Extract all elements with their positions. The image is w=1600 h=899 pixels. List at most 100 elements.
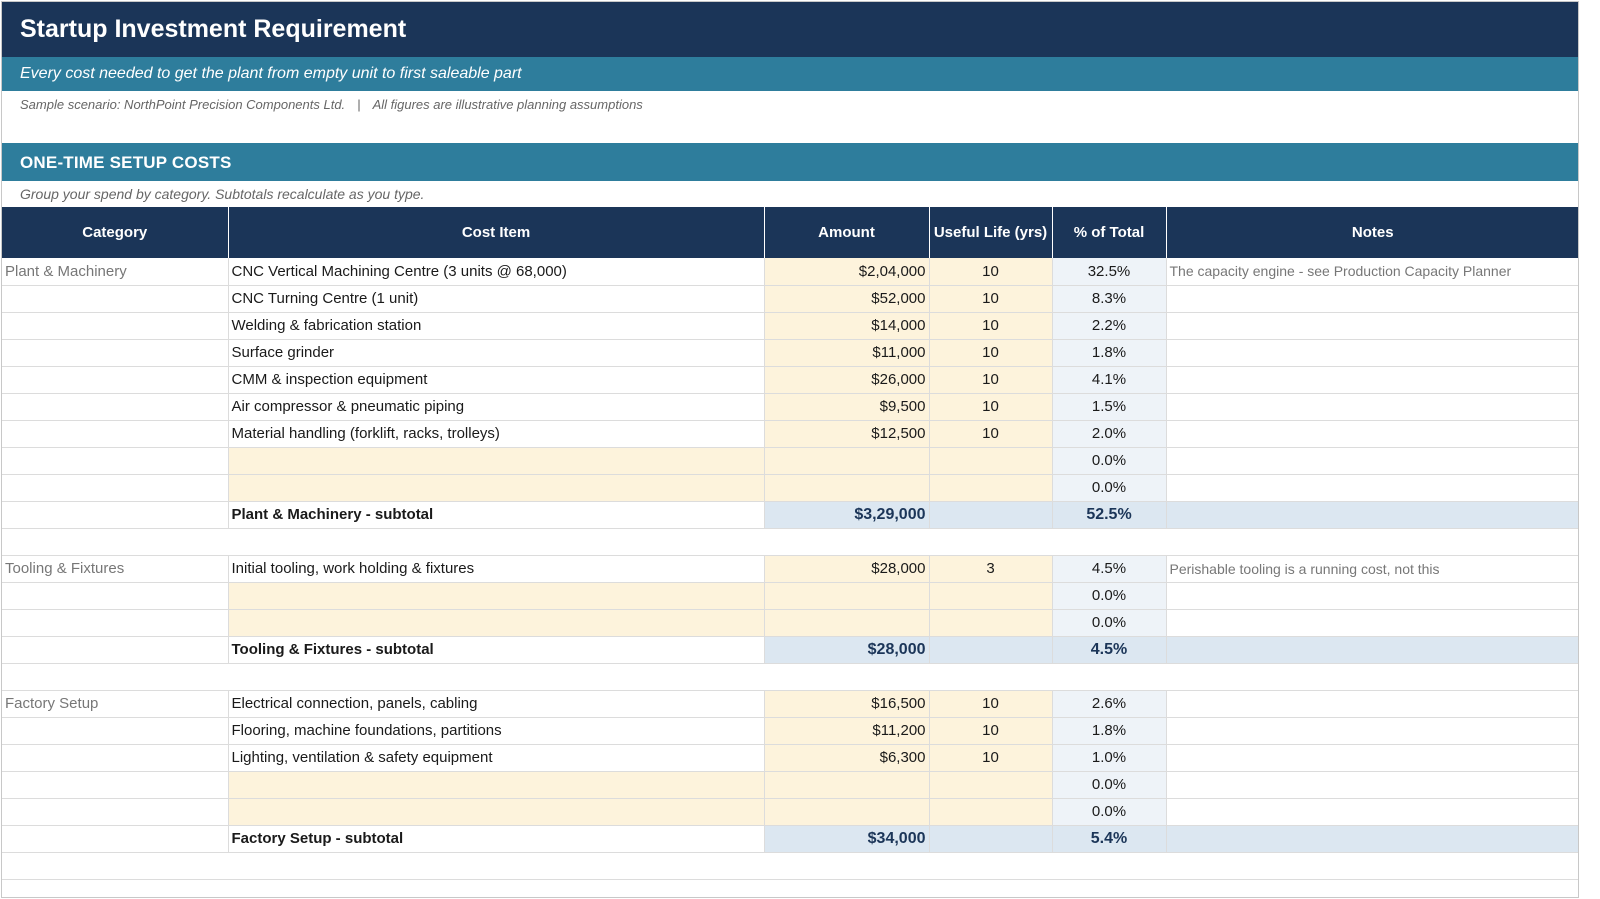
amount-cell[interactable]: $6,300: [764, 744, 930, 772]
notes-cell[interactable]: The capacity engine - see Production Cap…: [1166, 258, 1578, 286]
amount-cell[interactable]: $11,000: [764, 339, 930, 367]
notes-cell[interactable]: [1166, 447, 1578, 475]
category-cell: [2, 636, 229, 664]
useful-life-cell[interactable]: [929, 771, 1053, 799]
useful-life-cell[interactable]: 10: [929, 717, 1053, 745]
empty-cell: [228, 663, 764, 691]
pct-total-cell: 1.8%: [1052, 717, 1167, 745]
notes-cell[interactable]: [1166, 285, 1578, 313]
header-cost-item[interactable]: Cost Item: [228, 207, 765, 258]
cost-item-cell[interactable]: CMM & inspection equipment: [228, 366, 765, 394]
category-cell: [2, 501, 229, 529]
useful-life-cell[interactable]: 3: [929, 555, 1053, 583]
cost-item-cell[interactable]: [228, 771, 765, 799]
useful-life-cell[interactable]: [929, 798, 1053, 826]
cost-item-cell[interactable]: CNC Vertical Machining Centre (3 units @…: [228, 258, 765, 286]
table-row: CMM & inspection equipment $26,000 10 4.1%: [2, 366, 1578, 394]
pct-total-cell: 0.0%: [1052, 609, 1167, 637]
cost-item-cell[interactable]: Surface grinder: [228, 339, 765, 367]
useful-life-cell[interactable]: 10: [929, 744, 1053, 772]
pct-total-cell: 8.3%: [1052, 285, 1167, 313]
empty-cell: [1166, 852, 1578, 880]
table-row: 0.0%: [2, 474, 1578, 502]
amount-cell[interactable]: $28,000: [764, 555, 930, 583]
cost-item-cell[interactable]: Lighting, ventilation & safety equipment: [228, 744, 765, 772]
amount-cell[interactable]: $9,500: [764, 393, 930, 421]
useful-life-cell[interactable]: 10: [929, 690, 1053, 718]
useful-life-cell[interactable]: 10: [929, 285, 1053, 313]
useful-life-cell[interactable]: [929, 474, 1053, 502]
subtotal-amount: $3,29,000: [764, 501, 930, 529]
page-subtitle: Every cost needed to get the plant from …: [20, 65, 522, 82]
header-notes[interactable]: Notes: [1166, 207, 1578, 258]
pct-total-cell: 0.0%: [1052, 798, 1167, 826]
amount-cell[interactable]: [764, 798, 930, 826]
notes-cell[interactable]: [1166, 582, 1578, 610]
empty-cell: [1052, 852, 1166, 880]
empty-cell: [929, 528, 1052, 556]
header-amount[interactable]: Amount: [764, 207, 930, 258]
pct-total-cell: 4.5%: [1052, 555, 1167, 583]
useful-life-cell[interactable]: [929, 609, 1053, 637]
amount-cell[interactable]: $52,000: [764, 285, 930, 313]
notes-cell[interactable]: [1166, 393, 1578, 421]
useful-life-cell[interactable]: 10: [929, 258, 1053, 286]
cost-item-cell[interactable]: [228, 474, 765, 502]
notes-cell[interactable]: [1166, 717, 1578, 745]
amount-cell[interactable]: [764, 447, 930, 475]
disclaimer-text: All figures are illustrative planning as…: [372, 97, 643, 112]
cost-item-cell[interactable]: Flooring, machine foundations, partition…: [228, 717, 765, 745]
notes-cell[interactable]: [1166, 312, 1578, 340]
useful-life-cell[interactable]: [929, 582, 1053, 610]
notes-cell[interactable]: [1166, 474, 1578, 502]
cost-item-cell[interactable]: Material handling (forklift, racks, trol…: [228, 420, 765, 448]
amount-cell[interactable]: $14,000: [764, 312, 930, 340]
cost-item-cell[interactable]: [228, 447, 765, 475]
notes-cell[interactable]: [1166, 771, 1578, 799]
pct-total-cell: 0.0%: [1052, 582, 1167, 610]
category-cell: [2, 474, 229, 502]
cost-item-cell[interactable]: Air compressor & pneumatic piping: [228, 393, 765, 421]
table-row: 0.0%: [2, 447, 1578, 475]
useful-life-cell[interactable]: 10: [929, 420, 1053, 448]
notes-cell[interactable]: [1166, 339, 1578, 367]
cost-item-cell[interactable]: Electrical connection, panels, cabling: [228, 690, 765, 718]
notes-cell[interactable]: [1166, 690, 1578, 718]
cost-item-cell[interactable]: [228, 609, 765, 637]
notes-cell[interactable]: [1166, 798, 1578, 826]
amount-cell[interactable]: $11,200: [764, 717, 930, 745]
subtotal-row: Factory Setup - subtotal $34,000 5.4%: [2, 825, 1578, 853]
amount-cell[interactable]: $26,000: [764, 366, 930, 394]
amount-cell[interactable]: $12,500: [764, 420, 930, 448]
useful-life-cell[interactable]: 10: [929, 366, 1053, 394]
empty-cell: [1166, 528, 1578, 556]
amount-cell[interactable]: $2,04,000: [764, 258, 930, 286]
notes-cell[interactable]: Perishable tooling is a running cost, no…: [1166, 555, 1578, 583]
empty-cell: [764, 852, 929, 880]
useful-life-cell[interactable]: [929, 447, 1053, 475]
useful-life-cell[interactable]: 10: [929, 393, 1053, 421]
cost-item-cell[interactable]: [228, 582, 765, 610]
subtotal-pct: 4.5%: [1052, 636, 1167, 664]
cost-item-cell[interactable]: CNC Turning Centre (1 unit): [228, 285, 765, 313]
header-category[interactable]: Category: [2, 207, 229, 258]
amount-cell[interactable]: [764, 609, 930, 637]
header-pct-total[interactable]: % of Total: [1052, 207, 1167, 258]
notes-cell[interactable]: [1166, 420, 1578, 448]
notes-cell[interactable]: [1166, 366, 1578, 394]
useful-life-cell[interactable]: 10: [929, 312, 1053, 340]
pct-total-cell: 2.6%: [1052, 690, 1167, 718]
cost-item-cell[interactable]: Welding & fabrication station: [228, 312, 765, 340]
amount-cell[interactable]: [764, 582, 930, 610]
useful-life-cell[interactable]: 10: [929, 339, 1053, 367]
notes-cell[interactable]: [1166, 744, 1578, 772]
amount-cell[interactable]: $16,500: [764, 690, 930, 718]
category-cell: [2, 420, 229, 448]
amount-cell[interactable]: [764, 474, 930, 502]
cost-item-cell[interactable]: [228, 798, 765, 826]
cost-item-cell[interactable]: Initial tooling, work holding & fixtures: [228, 555, 765, 583]
pct-total-cell: 0.0%: [1052, 474, 1167, 502]
header-useful-life[interactable]: Useful Life (yrs): [929, 207, 1053, 258]
notes-cell[interactable]: [1166, 609, 1578, 637]
amount-cell[interactable]: [764, 771, 930, 799]
